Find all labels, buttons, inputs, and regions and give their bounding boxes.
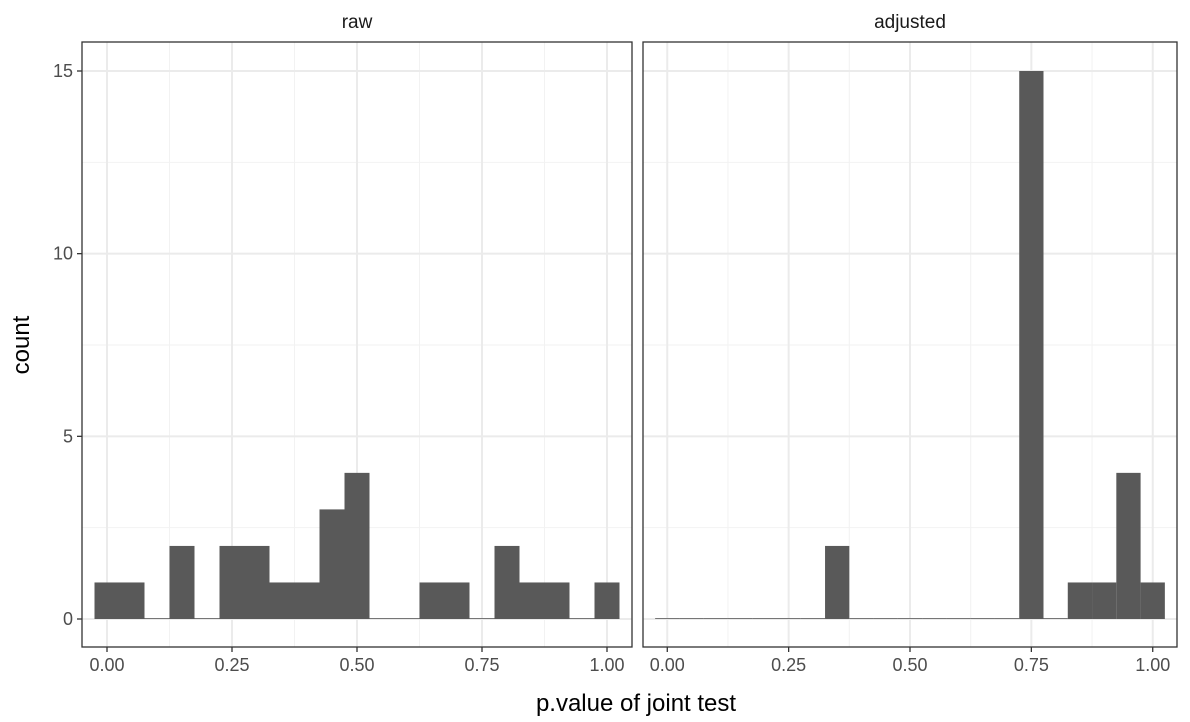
x-tick-label: 0.75 [1014,655,1049,675]
histogram-bar [970,618,995,619]
x-tick-label: 1.00 [1135,655,1170,675]
histogram-bar [703,618,728,619]
x-tick-label: 0.50 [892,655,927,675]
histogram-bar [219,545,245,619]
histogram-bar [494,545,520,619]
histogram-bar [946,618,971,619]
histogram-bar [1092,582,1117,619]
histogram-bar [1043,618,1068,619]
histogram-bar [1140,582,1165,619]
histogram-bar [1067,582,1093,619]
x-axis-title: p.value of joint test [536,690,736,717]
histogram-bar [727,618,753,619]
facet-strip-label: adjusted [874,12,946,33]
histogram-bar [800,618,826,619]
histogram-bar [294,582,320,619]
histogram-bar [1116,472,1141,619]
histogram-bar [569,618,595,619]
histogram-bar [519,582,545,619]
histogram-bar [444,582,470,619]
x-tick-label: 0.00 [89,655,124,675]
histogram-bar [194,618,220,619]
facet-strip [82,2,632,42]
x-tick-label: 0.25 [214,655,249,675]
histogram-bar [594,582,620,619]
facet-panel-raw: raw 0.00 0.25 0.50 0.75 1.00 0 5 10 15 [53,2,633,675]
histogram-bar [244,545,270,619]
histogram-bar [849,618,874,619]
histogram-bar [144,618,170,619]
x-tick-label: 0.25 [771,655,806,675]
y-tick-label: 0 [63,609,73,629]
histogram-bar [752,618,777,619]
histogram-bar [825,545,850,619]
histogram-bar [776,618,801,619]
y-tick-label: 10 [53,244,73,264]
histogram-bar [319,509,345,619]
histogram-bar [344,472,370,619]
y-tick-label: 5 [63,426,73,446]
x-tick-label: 1.00 [589,655,624,675]
histogram-bar [873,618,898,619]
histogram-bar [1019,71,1044,619]
histogram-bar [679,618,704,619]
facets-layer: raw 0.00 0.25 0.50 0.75 1.00 0 5 10 15 adjusted 0.0… [53,2,1178,675]
facet-strip [643,2,1177,42]
histogram-bar [119,582,145,619]
histogram-bar [394,618,420,619]
histogram-bar [922,618,947,619]
histogram-bar [169,545,195,619]
x-tick-label: 0.50 [339,655,374,675]
histogram-bar [369,618,395,619]
histogram-bar [269,582,295,619]
histogram-bar [419,582,445,619]
x-tick-label: 0.75 [464,655,499,675]
y-tick-label: 15 [53,61,73,81]
histogram-bar [94,582,120,619]
y-axis-title: count [8,315,35,374]
x-tick-label: 0.00 [650,655,685,675]
histogram-bar [544,582,570,619]
histogram-bar [469,618,495,619]
histogram-bar [897,618,923,619]
histogram-bar [655,618,680,619]
facet-strip-label: raw [342,12,373,33]
facet-panel-adjusted: adjusted 0.00 0.25 0.50 0.75 1.00 [642,2,1178,675]
histogram-bar [994,618,1020,619]
